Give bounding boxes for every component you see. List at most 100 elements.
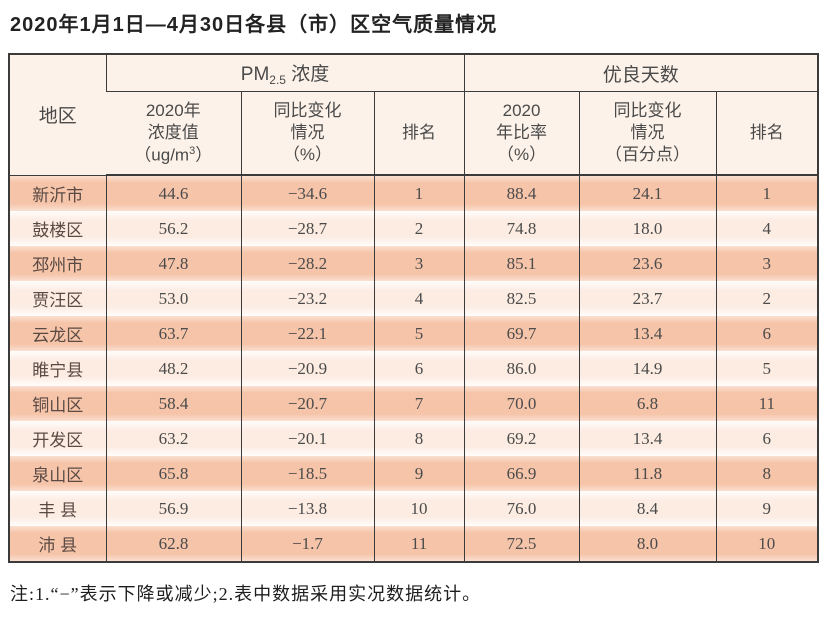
cell-pm-value: 63.7 (105, 316, 241, 351)
cell-region: 铜山区 (9, 386, 106, 421)
table-row: 沛 县 62.8 −1.7 11 72.5 8.0 10 (9, 526, 819, 562)
cell-pm-value: 62.8 (105, 526, 241, 562)
cell-good-rate: 70.0 (463, 386, 580, 421)
cell-good-change: 13.4 (578, 316, 717, 351)
cell-good-rate: 82.5 (463, 281, 580, 316)
cell-region: 睢宁县 (9, 351, 106, 386)
page-title: 2020年1月1日—4月30日各县（市）区空气质量情况 (10, 14, 498, 36)
cell-pm-change: −20.7 (240, 386, 374, 421)
header-group-row: 地区 PM2.5 浓度 优良天数 (9, 54, 819, 176)
cell-good-rank: 6 (715, 421, 819, 456)
cell-region: 贾汪区 (9, 281, 106, 316)
cell-pm-value: 44.6 (105, 175, 241, 211)
pm-label-prefix: PM (240, 64, 270, 85)
table-body: 新沂市 44.6 −34.6 1 88.4 24.1 1 鼓楼区 56.2 −2… (9, 175, 819, 562)
col-header-pm-change: 同比变化 情况 （%） (240, 91, 374, 176)
pm-value-line2: 浓度值 (147, 122, 199, 142)
cell-pm-value: 58.4 (105, 386, 241, 421)
cell-good-rank: 9 (715, 491, 819, 526)
article-page: 2020年1月1日—4月30日各县（市）区空气质量情况 地区 PM2.5 浓度 … (8, 14, 820, 604)
cell-pm-value: 53.0 (105, 281, 241, 316)
cell-pm-change: −28.2 (240, 246, 374, 281)
cell-good-rate: 72.5 (463, 526, 580, 562)
cell-good-rank: 8 (715, 456, 819, 491)
cell-pm-value: 48.2 (105, 351, 241, 386)
cell-good-rank: 1 (715, 175, 819, 211)
cell-good-rate: 66.9 (463, 456, 580, 491)
table-header: 地区 PM2.5 浓度 优良天数 2020年 浓度值 （ug/m3） 同比变化 … (9, 54, 819, 176)
cell-good-change: 6.8 (578, 386, 717, 421)
cell-pm-rank: 4 (373, 281, 465, 316)
cell-good-rate: 69.7 (463, 316, 580, 351)
cell-pm-change: −23.2 (240, 281, 374, 316)
cell-good-change: 18.0 (578, 211, 717, 246)
cell-good-rate: 74.8 (463, 211, 580, 246)
col-group-good-days: 优良天数 (463, 54, 819, 92)
cell-region: 鼓楼区 (9, 211, 106, 246)
table-row: 丰 县 56.9 −13.8 10 76.0 8.4 9 (9, 491, 819, 526)
cell-pm-rank: 5 (373, 316, 465, 351)
cell-pm-rank: 6 (373, 351, 465, 386)
pm-change-line2: 情况 (290, 122, 325, 142)
cell-good-rate: 69.2 (463, 421, 580, 456)
cell-pm-rank: 1 (373, 175, 465, 211)
cell-pm-change: −20.1 (240, 421, 374, 456)
pm-value-line1: 2020年 (145, 100, 201, 120)
pm-unit-open: （ug/m (134, 145, 190, 165)
cell-good-change: 13.4 (578, 421, 717, 456)
cell-region: 邳州市 (9, 246, 106, 281)
cell-pm-value: 47.8 (105, 246, 241, 281)
good-change-unit: （百分点） (605, 145, 691, 165)
table-row: 泉山区 65.8 −18.5 9 66.9 11.8 8 (9, 456, 819, 491)
col-header-pm-value: 2020年 浓度值 （ug/m3） (106, 91, 241, 176)
cell-region: 开发区 (9, 421, 106, 456)
table-row: 铜山区 58.4 −20.7 7 70.0 6.8 11 (9, 386, 819, 421)
cell-region: 云龙区 (9, 316, 106, 351)
cell-good-rate: 76.0 (463, 491, 580, 526)
footnote: 注:1.“−”表示下降或减少;2.表中数据采用实况数据统计。 (10, 584, 482, 604)
cell-pm-change: −34.6 (240, 175, 374, 211)
col-header-good-rank: 排名 (715, 91, 819, 176)
table-row: 贾汪区 53.0 −23.2 4 82.5 23.7 2 (9, 281, 819, 316)
cell-good-change: 8.0 (578, 526, 717, 562)
cell-pm-value: 65.8 (105, 456, 241, 491)
col-group-pm25: PM2.5 浓度 (105, 54, 465, 92)
cell-pm-change: −18.5 (240, 456, 374, 491)
table-row: 睢宁县 48.2 −20.9 6 86.0 14.9 5 (9, 351, 819, 386)
good-change-line2: 情况 (630, 122, 665, 142)
cell-good-rate: 86.0 (463, 351, 580, 386)
good-change-line1: 同比变化 (613, 100, 682, 120)
col-header-good-change: 同比变化 情况 （百分点） (578, 91, 717, 176)
cell-good-change: 23.6 (578, 246, 717, 281)
cell-pm-value: 56.9 (105, 491, 241, 526)
good-rate-line1: 2020 (502, 100, 541, 120)
cell-good-change: 8.4 (578, 491, 717, 526)
cell-good-rate: 88.4 (463, 175, 580, 211)
pm-unit-close: ） (195, 145, 213, 165)
table-row: 邳州市 47.8 −28.2 3 85.1 23.6 3 (9, 246, 819, 281)
table-row: 鼓楼区 56.2 −28.7 2 74.8 18.0 4 (9, 211, 819, 246)
cell-pm-value: 56.2 (105, 211, 241, 246)
table-row: 开发区 63.2 −20.1 8 69.2 13.4 6 (9, 421, 819, 456)
col-header-good-rate: 2020 年比率 （%） (463, 91, 580, 176)
pm-label-suffix: 浓度 (285, 64, 330, 85)
pm-change-line1: 同比变化 (273, 100, 342, 120)
cell-good-change: 24.1 (578, 175, 717, 211)
cell-pm-rank: 3 (373, 246, 465, 281)
cell-good-rank: 2 (715, 281, 819, 316)
cell-good-change: 14.9 (578, 351, 717, 386)
good-rate-line2: 年比率 (496, 122, 548, 142)
pm-change-unit: （%） (282, 145, 333, 165)
cell-good-change: 11.8 (578, 456, 717, 491)
cell-pm-value: 63.2 (105, 421, 241, 456)
col-header-region: 地区 (9, 54, 106, 176)
cell-good-rank: 10 (715, 526, 819, 562)
cell-pm-rank: 10 (373, 491, 465, 526)
cell-pm-rank: 11 (373, 526, 465, 562)
cell-pm-change: −28.7 (240, 211, 374, 246)
cell-pm-change: −22.1 (240, 316, 374, 351)
cell-pm-change: −13.8 (240, 491, 374, 526)
cell-region: 新沂市 (9, 175, 106, 211)
cell-region: 沛 县 (9, 526, 106, 562)
cell-region: 丰 县 (9, 491, 106, 526)
